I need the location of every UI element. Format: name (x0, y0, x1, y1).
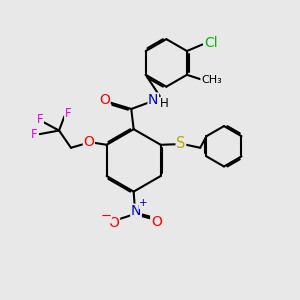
Text: N: N (148, 93, 158, 107)
Text: F: F (31, 128, 38, 141)
Text: Cl: Cl (204, 36, 218, 50)
Text: O: O (151, 215, 162, 229)
Text: O: O (99, 93, 110, 107)
Text: F: F (65, 107, 71, 120)
Text: O: O (83, 135, 94, 149)
Text: O: O (109, 216, 119, 230)
Text: +: + (140, 199, 148, 208)
Text: H: H (160, 98, 169, 110)
Text: S: S (176, 136, 186, 151)
Text: −: − (100, 210, 111, 223)
Text: CH₃: CH₃ (201, 75, 222, 85)
Text: N: N (131, 204, 141, 218)
Text: F: F (37, 113, 44, 126)
